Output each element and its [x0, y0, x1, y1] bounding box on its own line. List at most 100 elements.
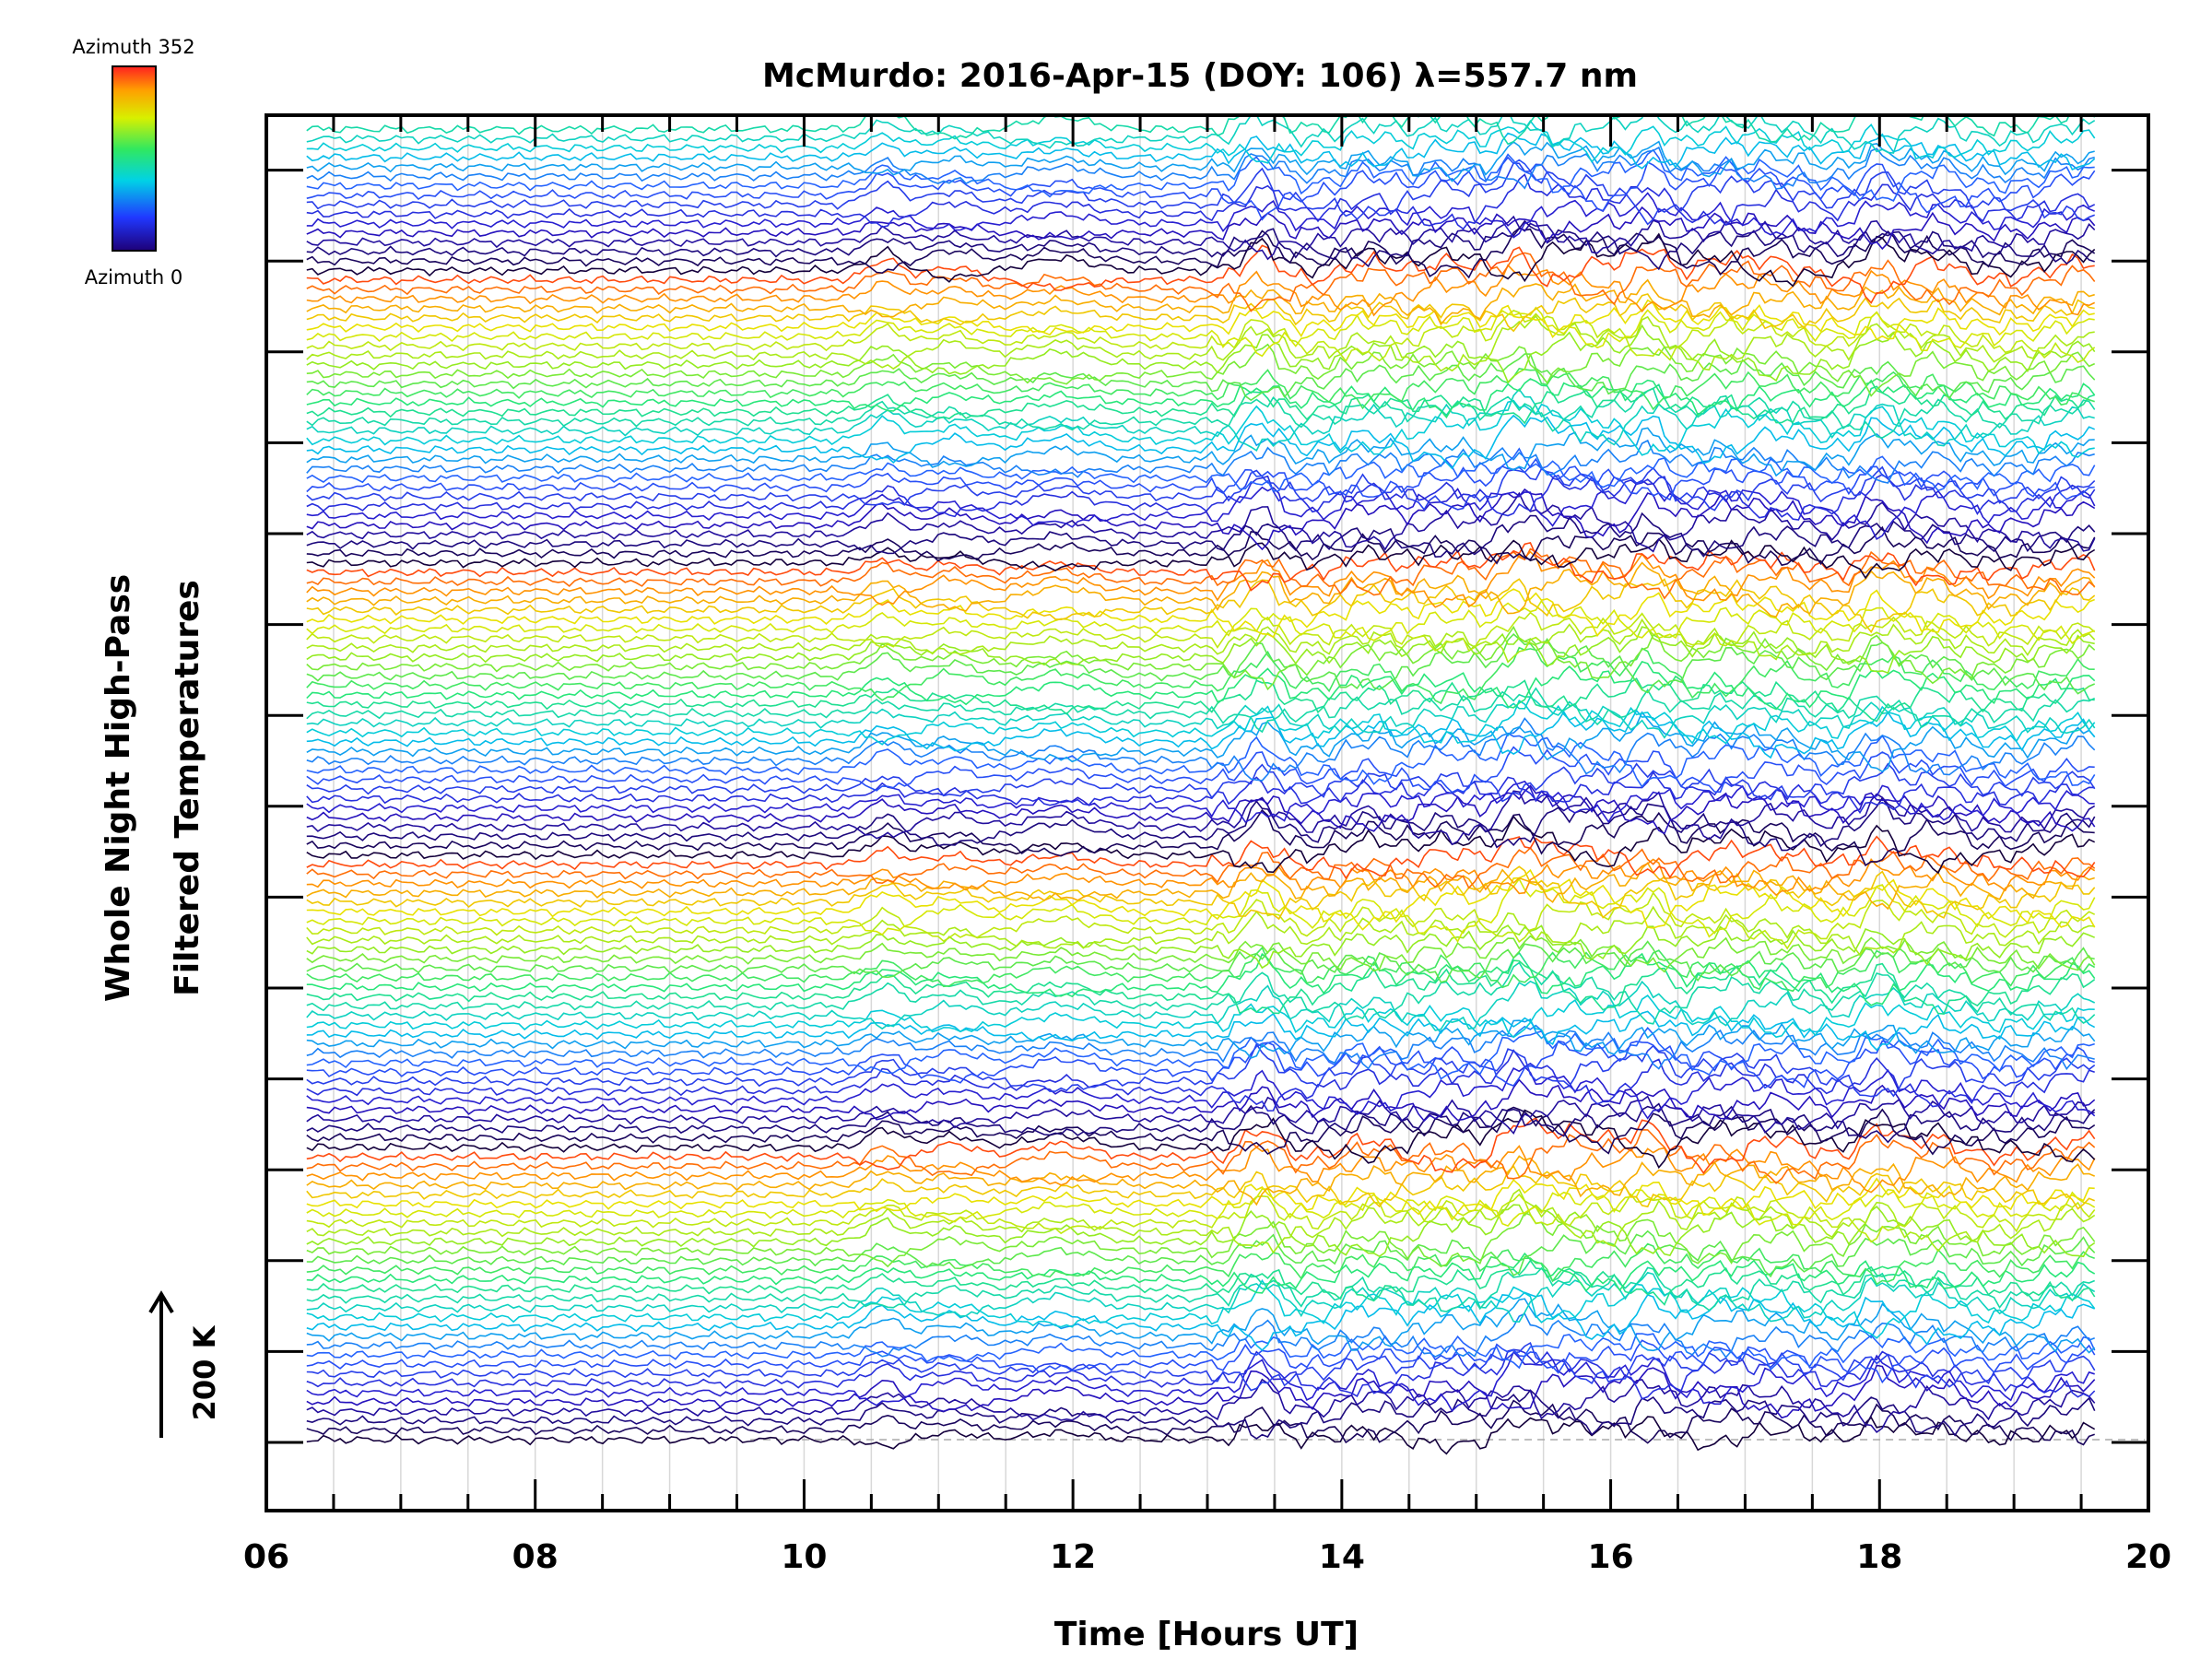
- trace-line: [306, 227, 2096, 279]
- trace-line: [306, 951, 2096, 1015]
- xlabel: Time [Hours UT]: [1054, 1616, 1359, 1653]
- trace-line: [306, 1065, 2096, 1120]
- trace-line: [306, 1102, 2096, 1144]
- trace-line: [306, 1078, 2096, 1123]
- trace-line: [306, 343, 2096, 397]
- trace-line: [306, 491, 2096, 553]
- trace-line: [306, 835, 2096, 880]
- trace-line: [306, 353, 2096, 402]
- trace-line: [306, 541, 2096, 592]
- trace-line: [306, 512, 2096, 559]
- trace-line: [306, 140, 2095, 182]
- trace-line: [306, 1230, 2096, 1278]
- trace-line: [306, 1155, 2096, 1206]
- trace-line: [306, 278, 2095, 326]
- trace-line: [306, 1188, 2096, 1228]
- trace-line: [306, 115, 2096, 146]
- trace-line: [306, 924, 2096, 970]
- trace-line: [306, 784, 2096, 835]
- trace-line: [306, 1333, 2096, 1371]
- trace-line: [306, 1389, 2096, 1440]
- trace-line: [306, 865, 2096, 921]
- trace-line: [306, 414, 2096, 470]
- trace-line: [306, 132, 2096, 171]
- trace-line: [306, 192, 2095, 239]
- trace-line: [306, 219, 2095, 271]
- trace-line: [306, 378, 2096, 419]
- trace-line: [306, 646, 2095, 705]
- chart-title: McMurdo: 2016-Apr-15 (DOY: 106) λ=557.7 …: [762, 57, 1638, 95]
- trace-line: [306, 940, 2095, 983]
- trace-line: [306, 162, 2095, 226]
- trace-line: [306, 115, 2096, 154]
- trace-line: [306, 946, 2096, 993]
- trace-line: [306, 762, 2096, 803]
- trace-line: [306, 399, 2095, 458]
- trace-line: [306, 796, 2096, 852]
- trace-line: [306, 293, 2095, 333]
- ylabel-line1: Whole Night High-Pass: [100, 574, 137, 1002]
- trace-line: [306, 868, 2096, 931]
- colorbar-top-label: Azimuth 352: [72, 36, 194, 58]
- trace-line: [306, 473, 2096, 521]
- trace-line: [306, 1177, 2095, 1221]
- trace-line: [306, 309, 2096, 363]
- trace-line: [306, 1095, 2095, 1135]
- trace-line: [306, 677, 2095, 723]
- trace-line: [306, 1298, 2096, 1354]
- trace-line: [306, 905, 2095, 957]
- trace-line: [306, 1040, 2095, 1089]
- trace-line: [306, 857, 2096, 897]
- trace-line: [306, 611, 2096, 652]
- trace-line: [306, 1010, 2096, 1052]
- trace-line: [306, 952, 2096, 1006]
- trace-line: [306, 588, 2096, 639]
- trace-line: [306, 314, 2095, 372]
- trace-line: [306, 626, 2095, 675]
- trace-line: [306, 1291, 2096, 1352]
- trace-line: [306, 1211, 2096, 1268]
- trace-line: [306, 1024, 2095, 1071]
- trace-line: [306, 660, 2096, 711]
- x-tick-label: 08: [512, 1538, 559, 1576]
- trace-line: [306, 1018, 2096, 1059]
- trace-line: [306, 846, 2096, 889]
- trace-line: [306, 790, 2096, 846]
- x-tick-label: 06: [243, 1538, 289, 1576]
- trace-line: [306, 746, 2095, 794]
- trace-line: [306, 427, 2095, 477]
- trace-line: [306, 525, 2096, 567]
- trace-line: [306, 383, 2095, 425]
- trace-line: [306, 625, 2096, 691]
- trace-line: [306, 709, 2096, 759]
- trace-line: [306, 561, 2096, 618]
- trace-line: [306, 980, 2096, 1031]
- colorbar-gradient: [112, 65, 157, 252]
- trace-line: [306, 173, 2096, 230]
- trace-line: [306, 1378, 2096, 1433]
- trace-line: [306, 961, 2096, 1025]
- trace-line: [306, 447, 2096, 492]
- trace-line: [306, 1341, 2096, 1392]
- ticks: [265, 115, 2150, 1511]
- trace-line: [306, 687, 2096, 734]
- colorbar-bottom-label: Azimuth 0: [85, 266, 183, 288]
- trace-line: [306, 618, 2096, 664]
- x-tick-label: 14: [1319, 1538, 1365, 1576]
- trace-line: [306, 808, 2095, 867]
- trace-line: [306, 732, 2096, 788]
- trace-line: [306, 1117, 2096, 1175]
- trace-line: [306, 252, 2096, 312]
- trace-line: [306, 146, 2095, 190]
- trace-line: [306, 537, 2096, 580]
- trace-line: [306, 119, 2096, 164]
- trace-line: [306, 368, 2095, 411]
- trace-line: [306, 578, 2096, 634]
- trace-line: [306, 815, 2096, 875]
- x-tick-labels: 06 08 10 12 14 16 18 20: [243, 1538, 2171, 1576]
- trace-line: [306, 935, 2096, 973]
- trace-line: [306, 1266, 2096, 1312]
- trace-line: [306, 547, 2096, 600]
- x-tick-label: 20: [2125, 1538, 2171, 1576]
